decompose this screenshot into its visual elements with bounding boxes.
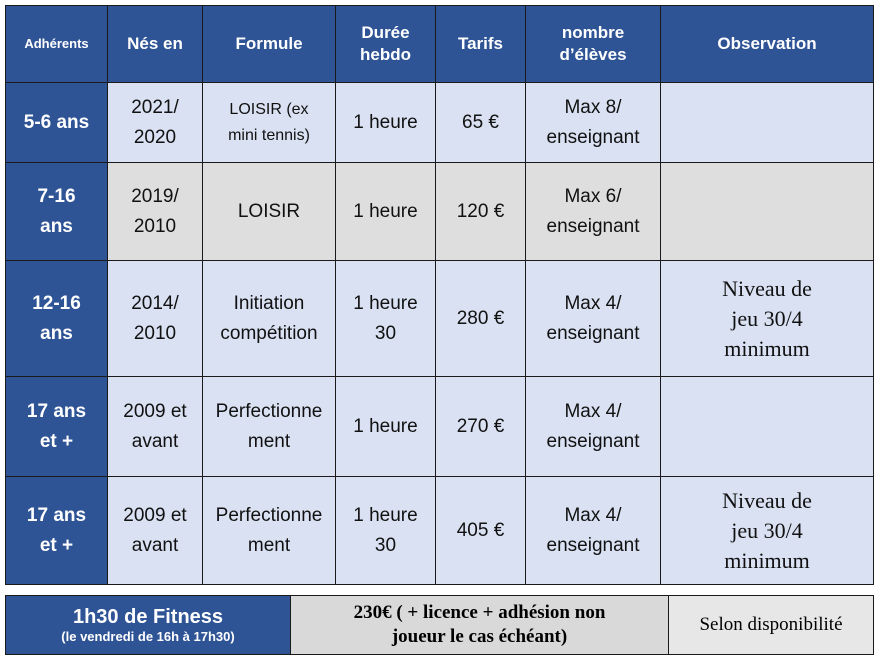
duree-cell: 1 heure xyxy=(335,162,436,261)
age-cell: 17 ans et + xyxy=(5,376,108,477)
tarif-cell: 270 € xyxy=(435,376,526,477)
table-row: 17 ans et + 2009 et avant Perfectionne ment… xyxy=(5,476,874,585)
header-nes-en: Nés en xyxy=(107,5,203,83)
age-cell: 12-16 ans xyxy=(5,260,108,377)
nombre-cell: Max 4/enseignant xyxy=(525,476,661,585)
formule-cell: LOISIR (ex mini tennis) xyxy=(202,82,336,163)
table-row: 7-16 ans 2019/2010 LOISIR 1 heure 120 € M… xyxy=(5,162,874,261)
header-observation: Observation xyxy=(660,5,874,83)
tarif-cell: 405 € xyxy=(435,476,526,585)
observation-cell xyxy=(660,376,874,477)
header-duree: Durée hebdo xyxy=(335,5,436,83)
fitness-price-cell: 230€ ( + licence + adhésion non joueur le… xyxy=(290,595,669,655)
header-adherents: Adhérents xyxy=(5,5,108,83)
fitness-table: 1h30 de Fitness (le vendredi de 16h à 17… xyxy=(5,595,874,655)
age-cell: 17 ans et + xyxy=(5,476,108,585)
age-cell: 5-6 ans xyxy=(5,82,108,163)
tarif-cell: 65 € xyxy=(435,82,526,163)
fitness-availability: Selon disponibilité xyxy=(668,595,874,655)
observation-cell xyxy=(660,82,874,163)
formule-cell: LOISIR xyxy=(202,162,336,261)
fitness-row: 1h30 de Fitness (le vendredi de 16h à 17… xyxy=(5,595,874,655)
nombre-cell: Max 4/enseignant xyxy=(525,376,661,477)
duree-cell: 1 heure 30 xyxy=(335,260,436,377)
table-row: 12-16 ans 2014/2010 Initiation compétition… xyxy=(5,260,874,377)
tarif-cell: 280 € xyxy=(435,260,526,377)
observation-cell xyxy=(660,162,874,261)
header-row: Adhérents Nés en Formule Durée hebdo Tari… xyxy=(5,5,874,83)
nombre-cell: Max 4/enseignant xyxy=(525,260,661,377)
duree-cell: 1 heure xyxy=(335,376,436,477)
formule-cell: Perfectionne ment xyxy=(202,476,336,585)
fitness-title: 1h30 de Fitness xyxy=(72,606,224,628)
observation-cell: Niveau de jeu 30/4 minimum xyxy=(660,476,874,585)
table-row: 5-6 ans 2021/2020 LOISIR (ex mini tennis)… xyxy=(5,82,874,163)
duree-cell: 1 heure 30 xyxy=(335,476,436,585)
observation-cell: Niveau de jeu 30/4 minimum xyxy=(660,260,874,377)
fitness-title-cell: 1h30 de Fitness (le vendredi de 16h à 17… xyxy=(5,595,291,655)
formule-cell: Initiation compétition xyxy=(202,260,336,377)
tarif-cell: 120 € xyxy=(435,162,526,261)
formule-cell: Perfectionne ment xyxy=(202,376,336,477)
duree-cell: 1 heure xyxy=(335,82,436,163)
header-tarifs: Tarifs xyxy=(435,5,526,83)
birth-cell: 2021/2020 xyxy=(107,82,203,163)
age-cell: 7-16 ans xyxy=(5,162,108,261)
birth-cell: 2019/2010 xyxy=(107,162,203,261)
nombre-cell: Max 8/enseignant xyxy=(525,82,661,163)
fitness-schedule: (le vendredi de 16h à 17h30) xyxy=(61,629,235,644)
pricing-table: Adhérents Nés en Formule Durée hebdo Tari… xyxy=(5,5,874,585)
birth-cell: 2009 et avant xyxy=(107,476,203,585)
nombre-cell: Max 6/enseignant xyxy=(525,162,661,261)
birth-cell: 2014/2010 xyxy=(107,260,203,377)
header-formule: Formule xyxy=(202,5,336,83)
birth-cell: 2009 et avant xyxy=(107,376,203,477)
header-nombre: nombre d’élèves xyxy=(525,5,661,83)
table-row: 17 ans et + 2009 et avant Perfectionne ment… xyxy=(5,376,874,477)
